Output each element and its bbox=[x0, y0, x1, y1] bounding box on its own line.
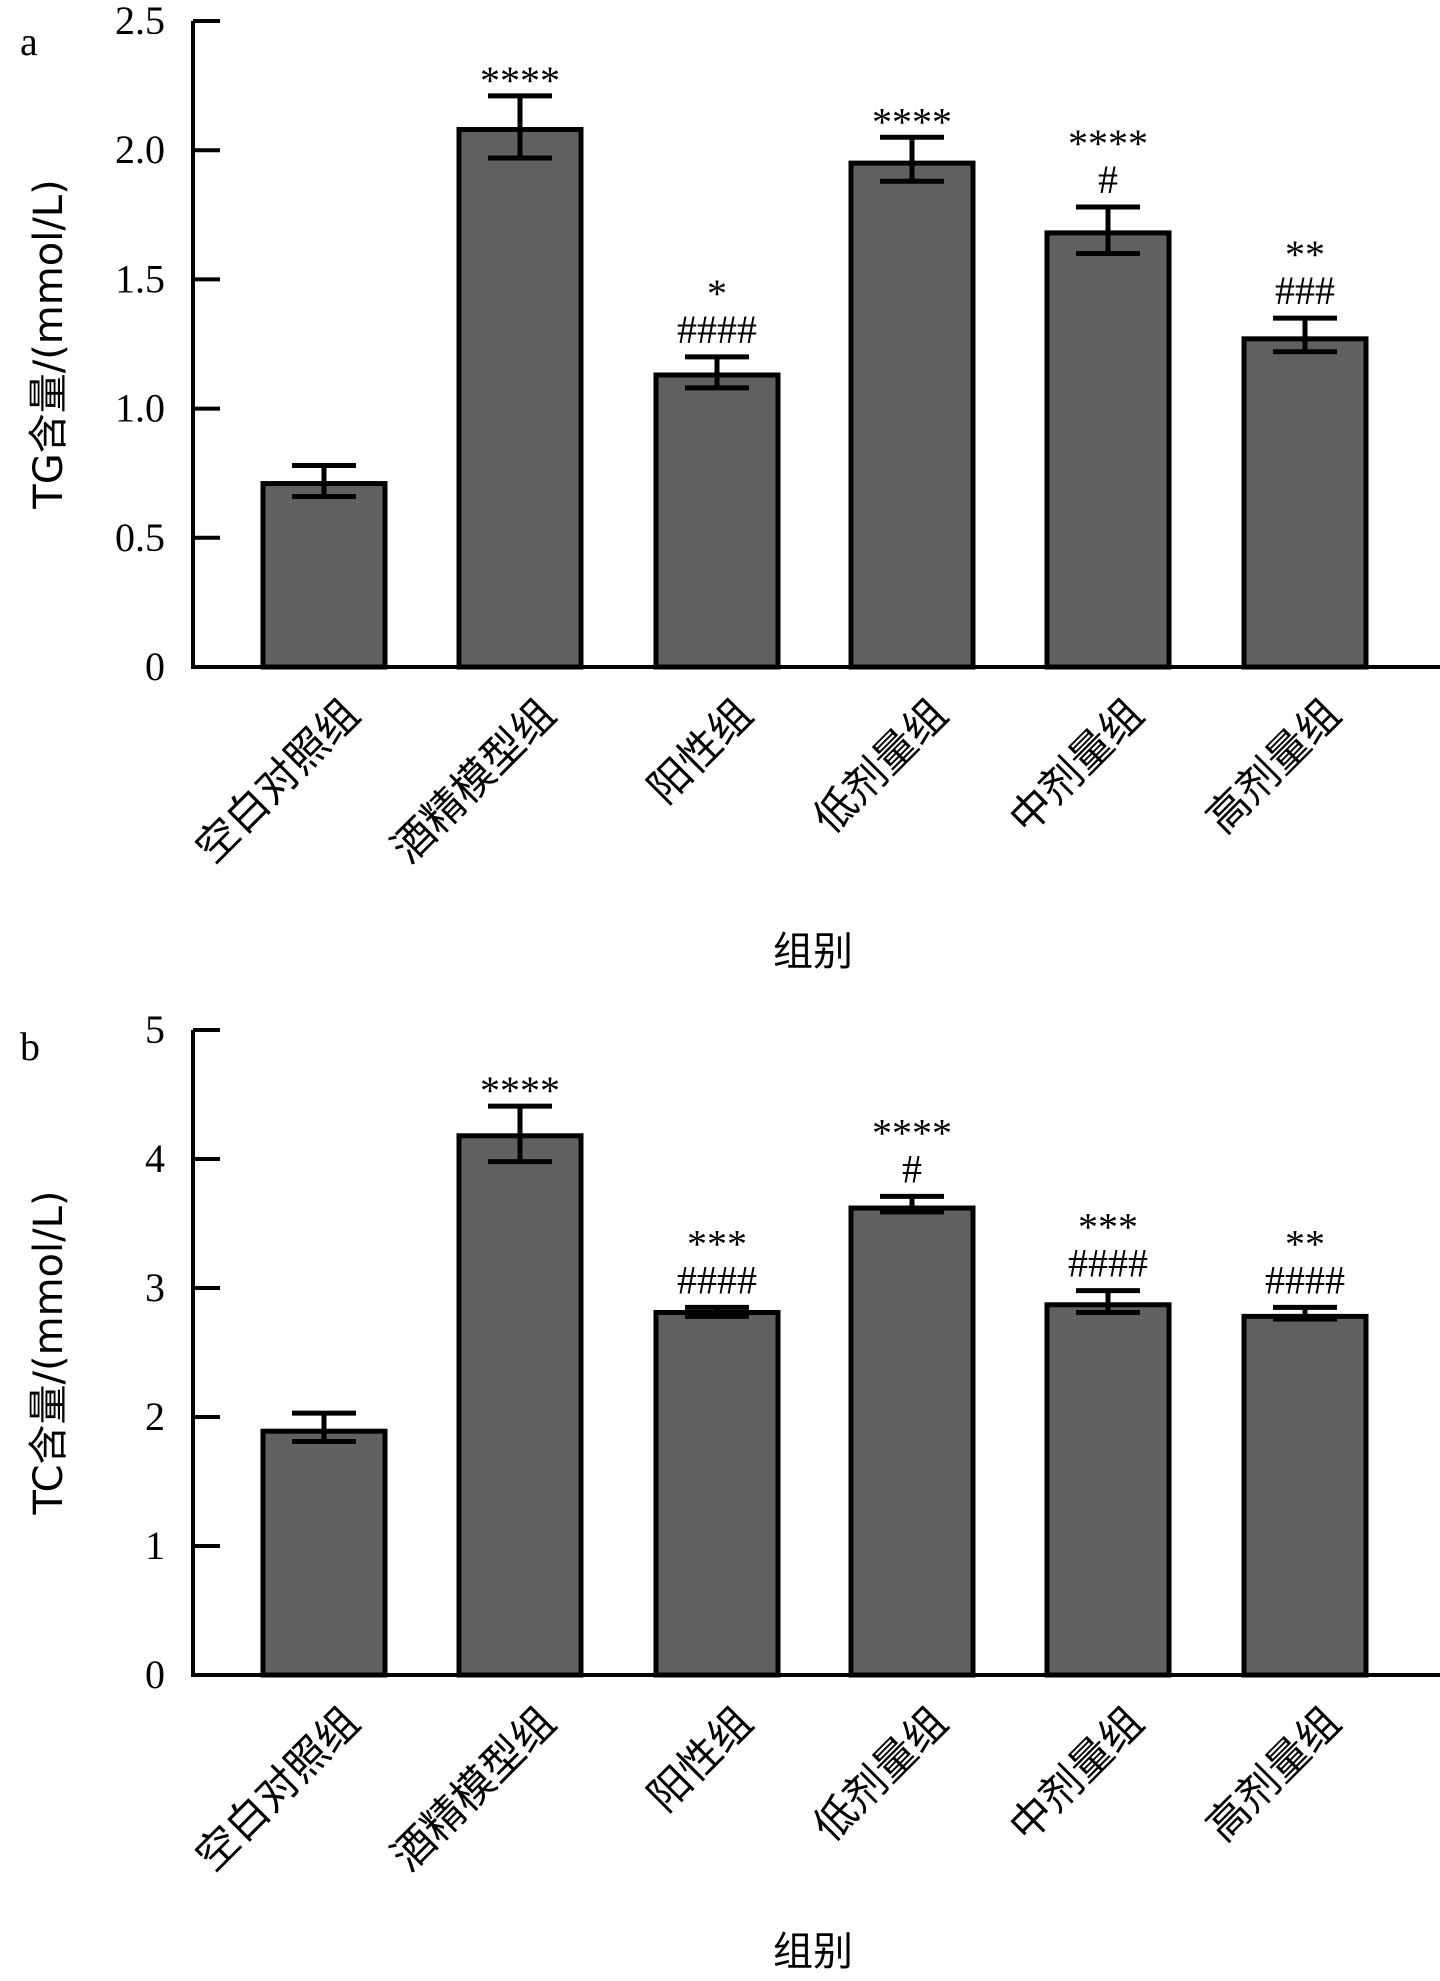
bar bbox=[1241, 336, 1369, 670]
significance-hash: #### bbox=[1068, 1241, 1148, 1286]
bar bbox=[653, 372, 781, 670]
bar bbox=[848, 160, 976, 670]
significance-stars: **** bbox=[480, 58, 560, 103]
y-tick-label: 4 bbox=[145, 1136, 165, 1181]
y-tick-label: 1.5 bbox=[115, 256, 165, 301]
significance-stars: * bbox=[707, 271, 727, 316]
significance-hash: #### bbox=[677, 307, 757, 352]
bar bbox=[1044, 230, 1172, 670]
bar bbox=[456, 1133, 584, 1678]
y-tick-label: 5 bbox=[145, 1007, 165, 1052]
y-tick-label: 0 bbox=[145, 1652, 165, 1697]
chart-panel-a: a 0 0.5 1.0 1.5 2.0 2.5 TG含量/(mmol/L) 空白对照组 **** 酒… bbox=[20, 0, 1440, 975]
x-tick-label: 低剂量组 bbox=[804, 689, 957, 842]
x-tick-label: 酒精模型组 bbox=[382, 689, 565, 872]
bar bbox=[260, 481, 388, 670]
significance-hash: #### bbox=[677, 1257, 757, 1302]
x-tick-label: 阳性组 bbox=[638, 1697, 762, 1821]
bar bbox=[653, 1310, 781, 1678]
x-axis-title: 组别 bbox=[773, 1929, 853, 1975]
significance-stars: **** bbox=[1068, 121, 1148, 166]
x-tick-label: 高剂量组 bbox=[1197, 689, 1350, 842]
significance-hash: # bbox=[1098, 157, 1118, 202]
significance-stars: **** bbox=[872, 1110, 952, 1155]
significance-stars: ** bbox=[1285, 232, 1325, 277]
y-axis-title: TC含量/(mmol/L) bbox=[26, 1191, 72, 1516]
significance-hash: #### bbox=[1265, 1257, 1345, 1302]
x-tick-label: 空白对照组 bbox=[186, 689, 369, 872]
bar bbox=[456, 127, 584, 670]
x-tick-label: 阳性组 bbox=[638, 689, 762, 813]
y-tick-label: 1 bbox=[145, 1523, 165, 1568]
significance-stars: *** bbox=[687, 1221, 747, 1266]
y-tick-label: 0 bbox=[145, 644, 165, 689]
panel-label: a bbox=[20, 19, 38, 64]
bar bbox=[848, 1205, 976, 1678]
y-axis-title: TG含量/(mmol/L) bbox=[26, 179, 72, 509]
significance-stars: **** bbox=[480, 1068, 560, 1113]
x-axis-title: 组别 bbox=[773, 929, 853, 975]
significance-hash: # bbox=[902, 1146, 922, 1191]
y-tick-label: 2.5 bbox=[115, 0, 165, 43]
x-tick-label: 酒精模型组 bbox=[382, 1697, 565, 1880]
bar bbox=[1241, 1313, 1369, 1678]
y-tick-label: 0.5 bbox=[115, 515, 165, 560]
bar bbox=[1044, 1302, 1172, 1678]
significance-stars: **** bbox=[872, 99, 952, 144]
x-tick-label: 中剂量组 bbox=[1000, 1697, 1153, 1850]
bar bbox=[260, 1428, 388, 1678]
x-tick-label: 低剂量组 bbox=[804, 1697, 957, 1850]
y-tick-label: 2 bbox=[145, 1394, 165, 1439]
x-tick-label: 空白对照组 bbox=[186, 1697, 369, 1880]
significance-hash: ### bbox=[1275, 268, 1335, 313]
y-tick-label: 3 bbox=[145, 1265, 165, 1310]
chart-panel-b: b012345TC含量/(mmol/L)空白对照组****酒精模型组####**… bbox=[20, 1007, 1440, 1975]
panel-label: b bbox=[20, 1024, 40, 1069]
y-tick-label: 2.0 bbox=[115, 127, 165, 172]
x-tick-label: 中剂量组 bbox=[1000, 689, 1153, 842]
significance-stars: ** bbox=[1285, 1221, 1325, 1266]
x-tick-label: 高剂量组 bbox=[1197, 1697, 1350, 1850]
significance-stars: *** bbox=[1078, 1205, 1138, 1250]
y-tick-label: 1.0 bbox=[115, 386, 165, 431]
